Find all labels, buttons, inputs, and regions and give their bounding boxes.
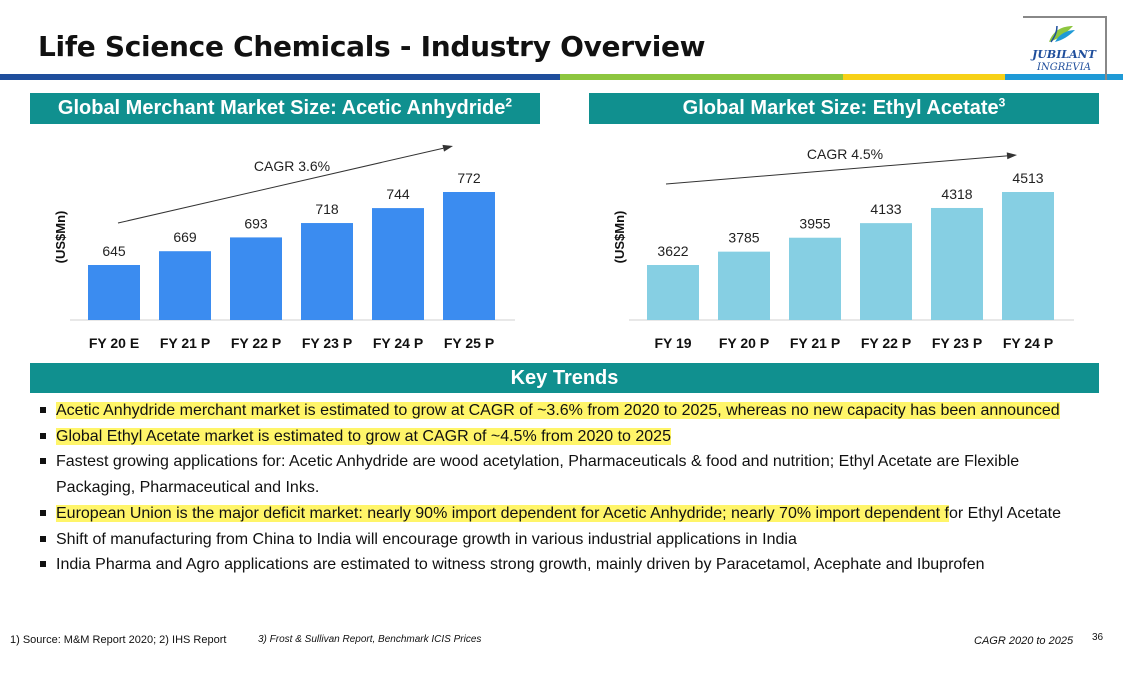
company-logo: JUBILANT INGREVIA — [1023, 16, 1107, 80]
cagr-trend-arrow — [117, 147, 444, 224]
chart-title-acetic-anhydride: Global Merchant Market Size: Acetic Anhy… — [57, 97, 506, 119]
stripe-green — [560, 74, 843, 80]
bar — [301, 223, 353, 320]
trend-item: Shift of manufacturing from China to Ind… — [38, 527, 1088, 553]
data-label: 718 — [315, 201, 339, 217]
trend-item: Acetic Anhydride merchant market is esti… — [38, 398, 1088, 424]
x-tick-label: FY 25 P — [444, 335, 494, 351]
bar — [88, 265, 140, 320]
bar — [718, 251, 770, 320]
x-tick-label: FY 21 P — [790, 335, 840, 351]
chart-title-footnote-2: 2 — [505, 95, 513, 110]
x-tick-label: FY 21 P — [160, 335, 210, 351]
bar — [931, 207, 983, 320]
acetic-anhydride-chart: 645 FY 20 E 669 FY 21 P 693 FY 22 P 718 FY 23 P… — [53, 144, 515, 351]
footnote-cagr: CAGR 2020 to 2025 — [974, 635, 1074, 647]
trend-item-text: or Ethyl Acetate — [948, 504, 1062, 522]
chart-title-ethyl-acetate: Global Market Size: Ethyl Acetate — [682, 97, 999, 119]
data-label: 645 — [102, 243, 126, 259]
trend-item-text: India Pharma and Agro applications are e… — [56, 556, 985, 574]
y-axis-label: (US$Mn) — [612, 211, 627, 264]
cagr-annotation: CAGR 3.6% — [254, 158, 330, 174]
footnote-sources: 1) Source: M&M Report 2020; 2) IHS Repor… — [10, 634, 227, 646]
ethyl-acetate-chart: 3622 FY 19 3785 FY 20 P 3955 FY 21 P 4133 FY 22… — [612, 146, 1074, 351]
trend-item-text: Shift of manufacturing from China to Ind… — [56, 530, 797, 548]
x-tick-label: FY 20 P — [719, 335, 769, 351]
stripe-lightblue — [1005, 74, 1123, 80]
data-label: 772 — [457, 170, 481, 186]
x-tick-label: FY 23 P — [932, 335, 982, 351]
x-tick-label: FY 24 P — [373, 335, 423, 351]
x-tick-label: FY 19 — [654, 335, 691, 351]
cagr-trend-arrow — [665, 155, 1008, 185]
data-label: 4133 — [870, 201, 901, 217]
data-label: 693 — [244, 215, 268, 231]
bar — [647, 265, 699, 320]
trend-item-highlight: European Union is the major deficit mark… — [56, 504, 949, 522]
trend-item-highlight: Global Ethyl Acetate market is estimated… — [56, 427, 671, 445]
cagr-arrow-head — [1006, 152, 1017, 160]
trend-item-text: Fastest growing applications for: Acetic… — [56, 453, 1020, 497]
y-axis-label: (US$Mn) — [53, 211, 68, 264]
data-label: 744 — [386, 186, 410, 202]
key-trends-banner: Key Trends — [30, 363, 1099, 393]
bar — [159, 251, 211, 320]
bar — [372, 208, 424, 320]
bar — [230, 237, 282, 320]
data-label: 669 — [173, 229, 197, 245]
bar — [860, 223, 912, 320]
trend-item: European Union is the major deficit mark… — [38, 501, 1088, 527]
data-label: 4318 — [941, 186, 972, 202]
cagr-annotation: CAGR 4.5% — [807, 146, 883, 162]
trend-item: Global Ethyl Acetate market is estimated… — [38, 424, 1088, 450]
chart-title-footnote-3: 3 — [998, 95, 1006, 110]
stripe-yellow — [843, 74, 1005, 80]
chart-banner-ethyl-acetate: Global Market Size: Ethyl Acetate3 — [589, 93, 1099, 124]
x-tick-label: FY 20 E — [89, 335, 139, 351]
logo-text-jubilant: JUBILANT — [1032, 48, 1096, 61]
trend-item-highlight: Acetic Anhydride merchant market is esti… — [56, 402, 1060, 419]
data-label: 3785 — [728, 230, 759, 246]
trend-item: Fastest growing applications for: Acetic… — [38, 449, 1088, 500]
page-title: Life Science Chemicals - Industry Overvi… — [38, 30, 706, 63]
chart-banner-acetic-anhydride: Global Merchant Market Size: Acetic Anhy… — [30, 93, 540, 124]
x-tick-label: FY 24 P — [1003, 335, 1053, 351]
x-tick-label: FY 22 P — [231, 335, 281, 351]
key-trends-list: Acetic Anhydride merchant market is esti… — [38, 398, 1088, 578]
data-label: 4513 — [1012, 170, 1043, 186]
cagr-arrow-head — [442, 144, 453, 152]
logo-text-ingrevia: INGREVIA — [1037, 62, 1091, 73]
data-label: 3622 — [657, 243, 688, 259]
leaf-icon — [1049, 25, 1075, 43]
bar — [789, 237, 841, 320]
bar — [443, 192, 495, 320]
data-label: 3955 — [799, 216, 830, 232]
bar — [1002, 192, 1054, 320]
x-tick-label: FY 22 P — [861, 335, 911, 351]
trend-item: India Pharma and Agro applications are e… — [38, 552, 1088, 578]
page-number: 36 — [1092, 632, 1104, 643]
x-tick-label: FY 23 P — [302, 335, 352, 351]
footnote-frost-sullivan: 3) Frost & Sullivan Report, Benchmark IC… — [258, 634, 482, 645]
stripe-blue — [0, 74, 560, 80]
key-trends-heading: Key Trends — [510, 367, 619, 389]
